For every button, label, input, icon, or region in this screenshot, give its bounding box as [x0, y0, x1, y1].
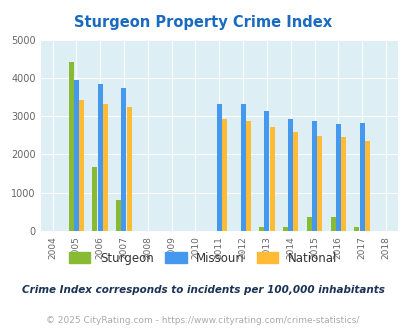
- Bar: [293, 132, 298, 231]
- Bar: [74, 80, 79, 231]
- Bar: [340, 137, 345, 231]
- Bar: [216, 104, 221, 231]
- Legend: Sturgeon, Missouri, National: Sturgeon, Missouri, National: [64, 247, 341, 269]
- Bar: [359, 123, 364, 231]
- Bar: [335, 124, 340, 231]
- Bar: [116, 200, 121, 231]
- Bar: [306, 217, 311, 231]
- Text: Sturgeon Property Crime Index: Sturgeon Property Crime Index: [74, 15, 331, 30]
- Bar: [102, 104, 108, 231]
- Bar: [240, 104, 245, 231]
- Bar: [269, 127, 274, 231]
- Bar: [364, 141, 369, 231]
- Bar: [311, 121, 316, 231]
- Bar: [316, 136, 322, 231]
- Text: Crime Index corresponds to incidents per 100,000 inhabitants: Crime Index corresponds to incidents per…: [21, 285, 384, 295]
- Bar: [288, 119, 292, 231]
- Bar: [222, 119, 226, 231]
- Bar: [245, 121, 250, 231]
- Bar: [264, 111, 269, 231]
- Bar: [79, 100, 84, 231]
- Bar: [68, 62, 73, 231]
- Bar: [354, 227, 358, 231]
- Bar: [92, 167, 97, 231]
- Bar: [121, 88, 126, 231]
- Bar: [330, 217, 335, 231]
- Bar: [126, 107, 131, 231]
- Text: © 2025 CityRating.com - https://www.cityrating.com/crime-statistics/: © 2025 CityRating.com - https://www.city…: [46, 315, 359, 325]
- Bar: [258, 227, 264, 231]
- Bar: [98, 84, 102, 231]
- Bar: [282, 227, 287, 231]
